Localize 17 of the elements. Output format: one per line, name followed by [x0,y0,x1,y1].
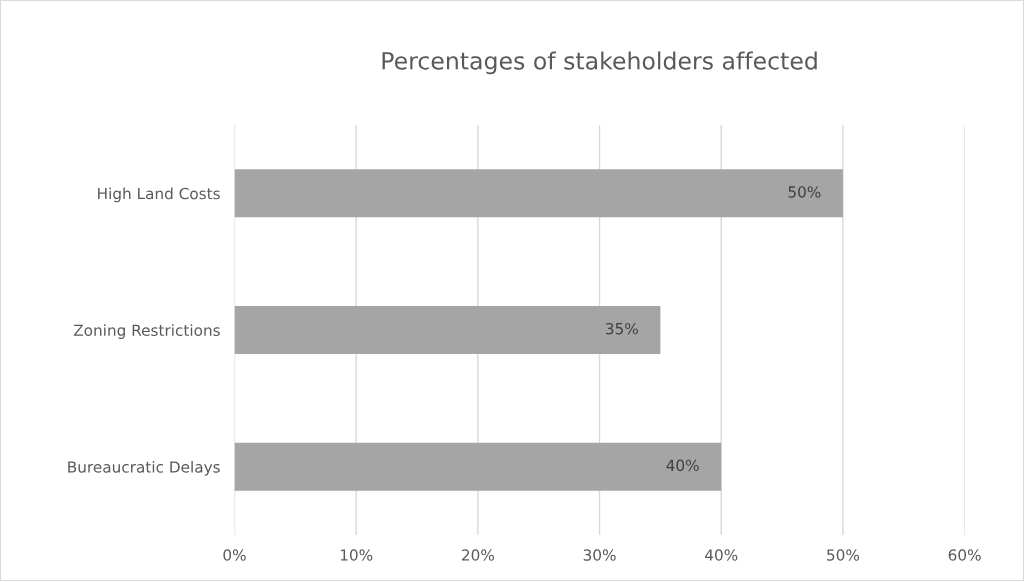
x-tick-label: 10% [340,549,373,561]
bar [234,306,661,354]
x-tick-label: 60% [948,549,981,561]
x-tick-label: 20% [462,549,494,561]
y-tick-label: Bureaucratic Delays [68,460,220,476]
bar [234,442,722,491]
y-tick-label: Zoning Restrictions [73,324,220,339]
x-tick-label: 0% [223,549,246,561]
x-tick-label: 50% [827,549,860,561]
data-label: 35% [606,322,638,335]
chart-title: Percentages of stakeholders affected [382,51,817,75]
bar [234,169,843,218]
x-tick-label: 40% [705,549,738,561]
data-label: 50% [788,186,821,198]
x-tick-label: 30% [583,549,616,561]
data-label: 40% [666,459,699,472]
y-tick-label: High Land Costs [98,187,220,203]
